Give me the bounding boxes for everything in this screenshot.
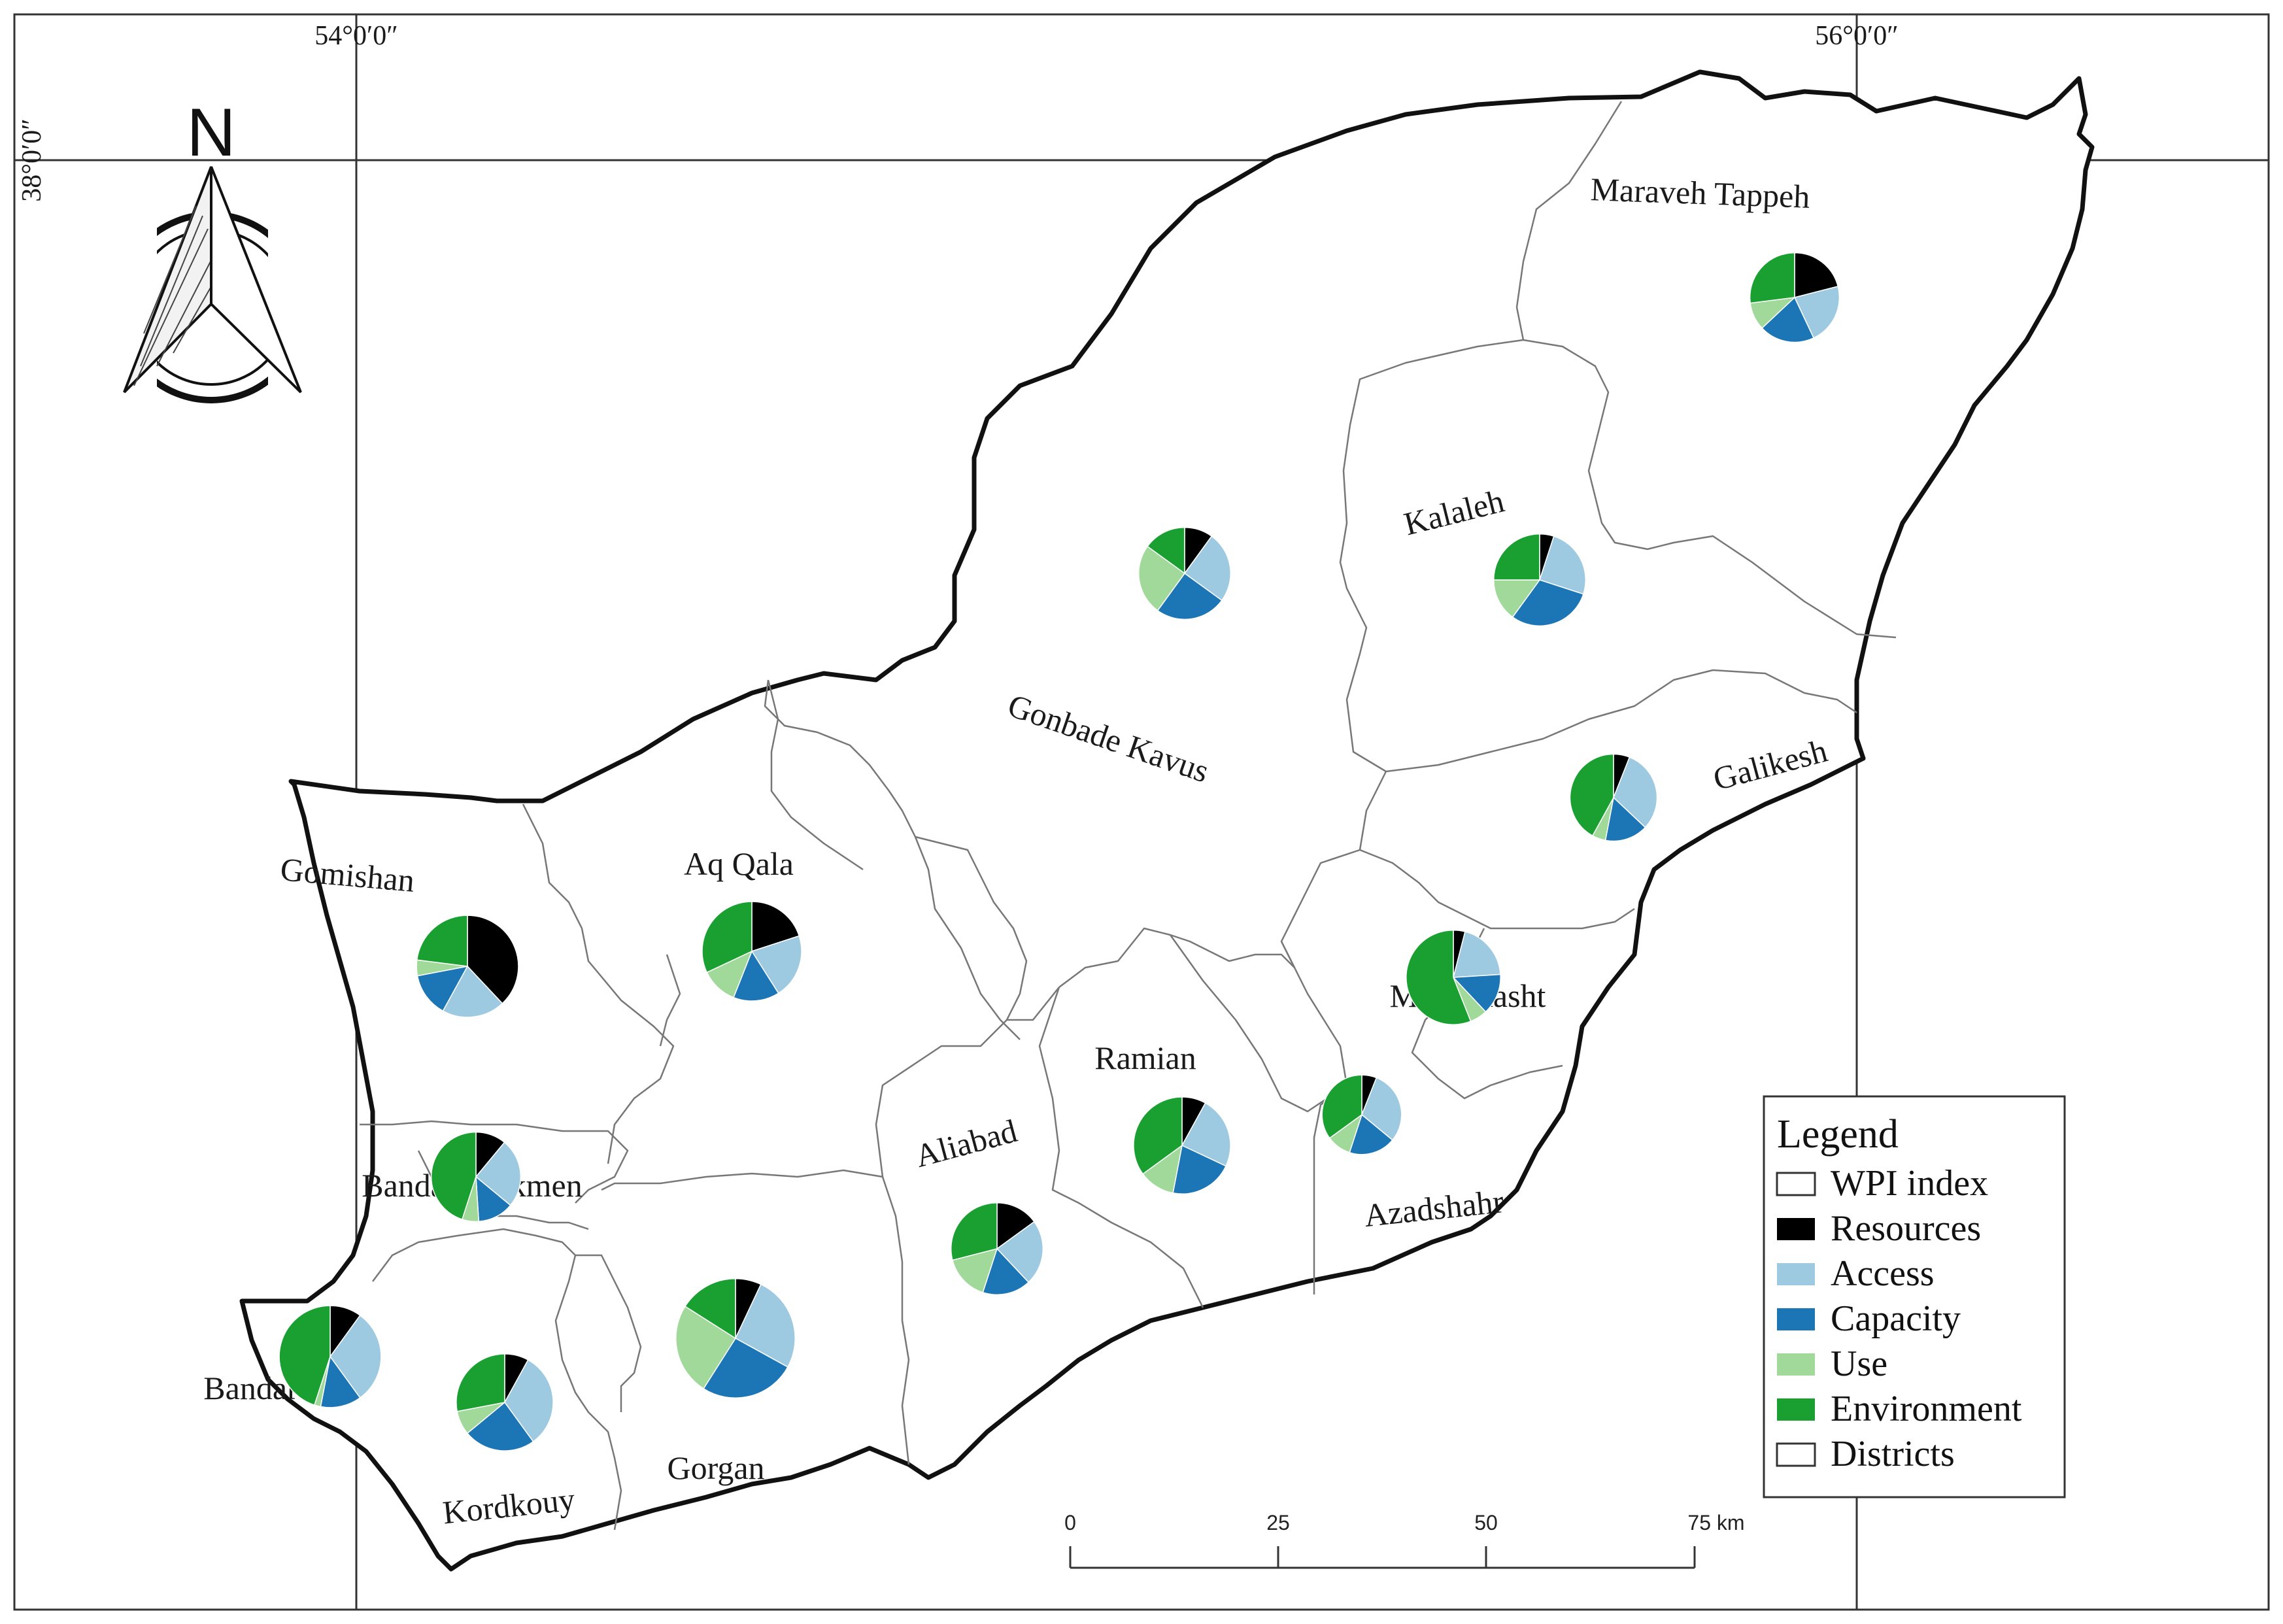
pie-galikesh	[1569, 753, 1658, 842]
pie-slice-bandargaz-access	[330, 1314, 382, 1399]
north-label: N	[186, 95, 235, 171]
pie-slice-aliabad-access	[996, 1221, 1043, 1283]
pie-ramian	[1133, 1096, 1231, 1194]
pie-slice-gorgan-environment	[684, 1278, 736, 1340]
pie-slice-bandargaz-environment	[279, 1305, 331, 1406]
legend-swatch-resources	[1777, 1218, 1815, 1240]
pie-slice-azadshahr-capacity	[1349, 1113, 1393, 1155]
legend-swatch-wpi-index	[1776, 1172, 1816, 1196]
legend-label-access: Access	[1831, 1253, 1935, 1294]
pie-kordkouy	[456, 1353, 554, 1451]
pie-maraveh	[1749, 252, 1840, 343]
legend-label-wpi-index: WPI index	[1831, 1163, 1988, 1204]
legend-swatch-environment	[1777, 1398, 1815, 1421]
label-aqqala: Aq Qala	[684, 845, 794, 882]
pie-slice-gonbad-use	[1138, 545, 1186, 611]
legend-swatch-use	[1777, 1353, 1815, 1376]
legend-swatch-access	[1777, 1263, 1815, 1285]
pie-slice-maraveh-capacity	[1761, 296, 1815, 343]
pie-slice-gomishan-access	[442, 965, 503, 1018]
pie-slice-minoudasht-capacity	[1452, 973, 1501, 1013]
pie-minoudasht	[1406, 930, 1501, 1025]
pie-bandargaz	[279, 1305, 382, 1408]
pie-slice-aqqala-capacity	[733, 950, 779, 1002]
pie-slice-bandargaz-capacity	[320, 1355, 361, 1408]
pie-slice-gonbad-capacity	[1157, 572, 1223, 620]
north-arrow-right-half	[210, 166, 302, 394]
pie-slice-maraveh-resources	[1794, 252, 1839, 298]
pie-slice-bandarturkmen-access	[475, 1142, 522, 1206]
pie-aqqala	[702, 901, 802, 1002]
legend-label-capacity: Capacity	[1831, 1298, 1961, 1339]
pie-slice-aliabad-capacity	[982, 1247, 1030, 1296]
pie-slice-bandarturkmen-environment	[430, 1131, 477, 1220]
pie-slice-ramian-access	[1181, 1102, 1231, 1167]
pie-slice-galikesh-capacity	[1604, 796, 1646, 842]
pie-slice-aliabad-use	[951, 1247, 998, 1293]
pie-gonbad	[1138, 526, 1231, 620]
wpi-pies	[279, 252, 1840, 1451]
label-maraveh: Maraveh Tappeh	[1590, 171, 1810, 215]
legend-title: Legend	[1777, 1112, 1899, 1157]
pie-slice-minoudasht-access	[1453, 931, 1501, 978]
pie-slice-kalaleh-environment	[1493, 533, 1540, 581]
pie-kalaleh	[1493, 533, 1587, 627]
pie-slice-gomishan-environment	[416, 915, 468, 967]
legend-label-use: Use	[1831, 1344, 1887, 1384]
scale-tick-75: 75 km	[1687, 1511, 1744, 1534]
pie-slice-maraveh-environment	[1749, 252, 1795, 304]
pie-slice-kordkouy-access	[504, 1359, 554, 1442]
pie-slice-azadshahr-environment	[1321, 1074, 1362, 1139]
pie-slice-aqqala-resources	[751, 901, 800, 953]
pie-slice-aliabad-resources	[996, 1202, 1035, 1250]
pie-slice-galikesh-environment	[1569, 753, 1614, 837]
pie-slice-gomishan-resources	[467, 915, 519, 1004]
north-arrow: N	[98, 95, 314, 409]
pie-slice-aqqala-access	[751, 935, 802, 994]
pie-slice-gorgan-capacity	[703, 1338, 788, 1398]
pie-slice-maraveh-access	[1793, 286, 1840, 339]
pie-slice-kordkouy-environment	[456, 1353, 505, 1412]
pie-slice-ramian-capacity	[1172, 1144, 1227, 1194]
pie-azadshahr	[1321, 1074, 1402, 1155]
pie-slice-aliabad-environment	[950, 1202, 998, 1261]
legend-swatch-districts	[1776, 1442, 1816, 1467]
legend-label-districts: Districts	[1831, 1434, 1955, 1474]
legend-label-environment: Environment	[1831, 1389, 2022, 1429]
pie-slice-gorgan-use	[675, 1306, 737, 1390]
pie-slice-kalaleh-capacity	[1512, 579, 1584, 627]
pie-slice-ramian-environment	[1133, 1096, 1183, 1175]
pie-slice-gonbad-access	[1183, 535, 1231, 601]
pie-slice-azadshahr-access	[1361, 1077, 1402, 1141]
pie-bandarturkmen	[430, 1131, 522, 1223]
legend-swatch-capacity	[1777, 1308, 1815, 1330]
province-boundary	[239, 69, 2095, 1572]
pie-slice-bandarturkmen-capacity	[475, 1176, 511, 1223]
map-frame	[13, 13, 2270, 1611]
scale-tick-50: 50	[1474, 1511, 1498, 1534]
coord-lon-left: 54°0′0″	[314, 21, 397, 51]
pie-slice-minoudasht-environment	[1406, 930, 1472, 1025]
scale-tick-0: 0	[1064, 1511, 1076, 1534]
pie-slice-gomishan-capacity	[416, 965, 469, 1012]
scale-bar: 0 25 50 75 km	[1064, 1511, 1745, 1569]
pie-gorgan	[675, 1278, 796, 1398]
label-gorgan: Gorgan	[667, 1449, 764, 1486]
pie-slice-aqqala-environment	[702, 901, 753, 973]
pie-slice-kalaleh-use	[1493, 579, 1541, 618]
pie-aliabad	[950, 1202, 1043, 1296]
pie-slice-gonbad-environment	[1147, 526, 1185, 575]
legend-label-resources: Resources	[1831, 1208, 1981, 1249]
coord-lat-top: 38°0′0″	[17, 118, 47, 201]
scale-tick-25: 25	[1266, 1511, 1290, 1534]
legend-box	[1763, 1095, 2066, 1498]
coord-lon-right: 56°0′0″	[1815, 21, 1898, 51]
pie-slice-kordkouy-capacity	[466, 1401, 534, 1451]
pie-slice-kalaleh-access	[1539, 535, 1587, 595]
label-ramian: Ramian	[1094, 1040, 1196, 1076]
pie-gomishan	[416, 915, 519, 1018]
pie-slice-galikesh-access	[1613, 756, 1658, 828]
